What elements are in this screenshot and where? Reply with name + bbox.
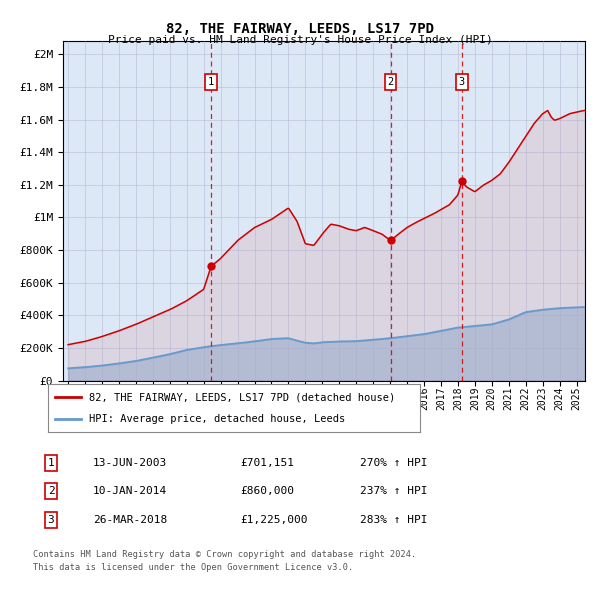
Text: £701,151: £701,151 bbox=[240, 458, 294, 468]
Text: 1: 1 bbox=[208, 77, 214, 87]
Text: HPI: Average price, detached house, Leeds: HPI: Average price, detached house, Leed… bbox=[89, 414, 345, 424]
Text: 2: 2 bbox=[47, 486, 55, 496]
Text: £860,000: £860,000 bbox=[240, 486, 294, 496]
Text: 3: 3 bbox=[47, 516, 55, 525]
Text: 3: 3 bbox=[458, 77, 465, 87]
Text: 270% ↑ HPI: 270% ↑ HPI bbox=[360, 458, 427, 468]
Text: £1,225,000: £1,225,000 bbox=[240, 516, 308, 525]
Text: 13-JUN-2003: 13-JUN-2003 bbox=[93, 458, 167, 468]
Text: 1: 1 bbox=[47, 458, 55, 468]
Text: 237% ↑ HPI: 237% ↑ HPI bbox=[360, 486, 427, 496]
Text: 10-JAN-2014: 10-JAN-2014 bbox=[93, 486, 167, 496]
Text: 82, THE FAIRWAY, LEEDS, LS17 7PD: 82, THE FAIRWAY, LEEDS, LS17 7PD bbox=[166, 22, 434, 37]
Text: This data is licensed under the Open Government Licence v3.0.: This data is licensed under the Open Gov… bbox=[33, 563, 353, 572]
Text: 82, THE FAIRWAY, LEEDS, LS17 7PD (detached house): 82, THE FAIRWAY, LEEDS, LS17 7PD (detach… bbox=[89, 392, 395, 402]
Text: 26-MAR-2018: 26-MAR-2018 bbox=[93, 516, 167, 525]
Text: 2: 2 bbox=[388, 77, 394, 87]
Text: Price paid vs. HM Land Registry's House Price Index (HPI): Price paid vs. HM Land Registry's House … bbox=[107, 35, 493, 45]
Text: Contains HM Land Registry data © Crown copyright and database right 2024.: Contains HM Land Registry data © Crown c… bbox=[33, 550, 416, 559]
Text: 283% ↑ HPI: 283% ↑ HPI bbox=[360, 516, 427, 525]
